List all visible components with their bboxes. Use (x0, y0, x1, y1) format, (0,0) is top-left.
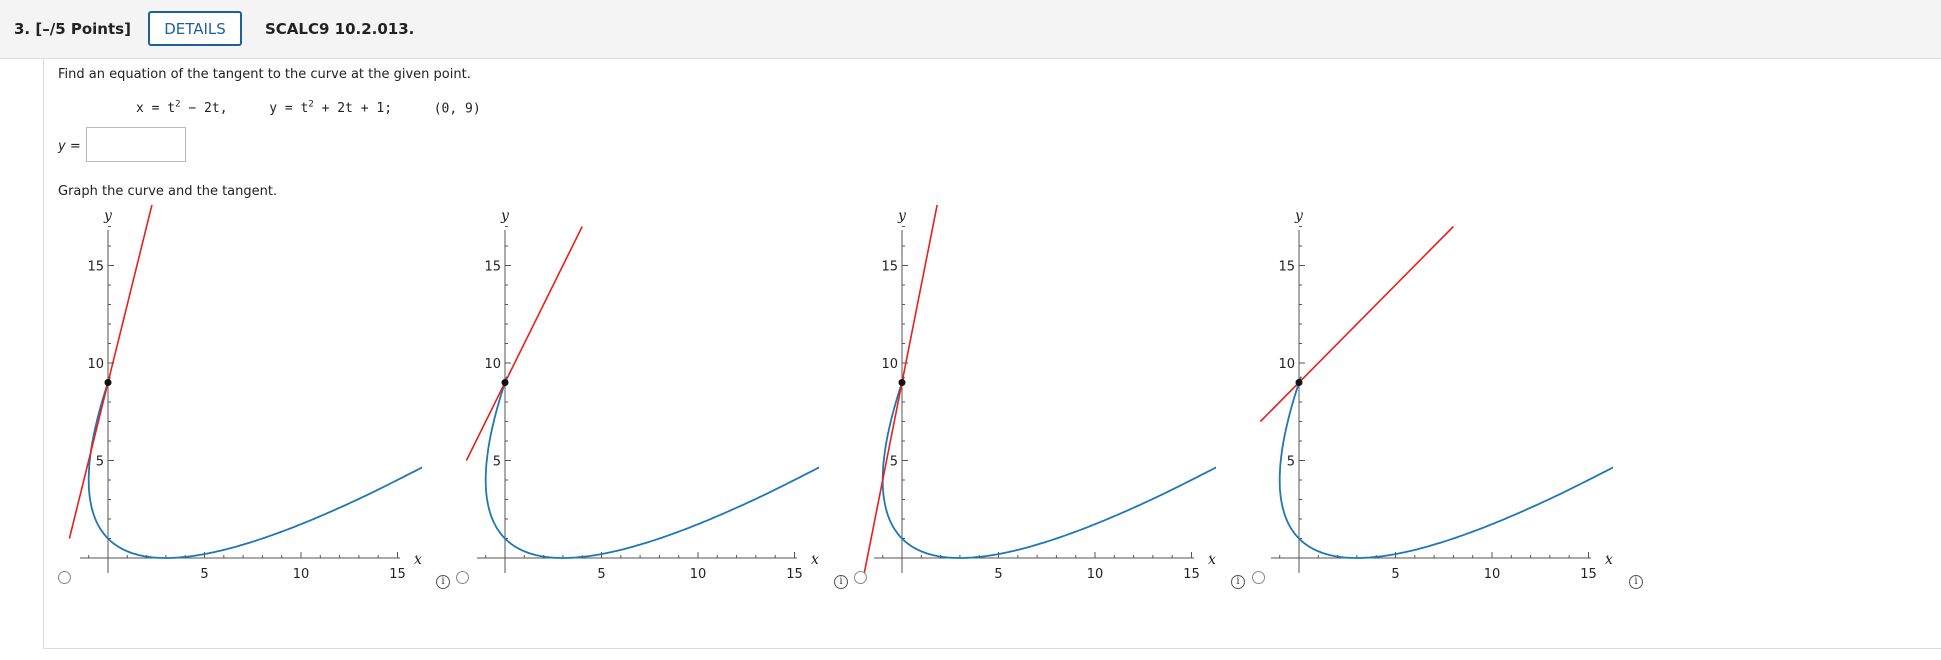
y-tick-label: 5 (96, 455, 104, 470)
y-axis-label: y (103, 208, 113, 224)
x-tick-label: 15 (1580, 567, 1597, 582)
y-tick-label: 15 (881, 260, 898, 275)
curve-line (484, 245, 1182, 559)
tangent-line (1259, 225, 1454, 423)
y-tick-label: 15 (87, 260, 104, 275)
x-axis-label: x (414, 552, 422, 568)
point-marker (1295, 379, 1303, 386)
details-button[interactable]: DETAILS (148, 11, 242, 46)
x-tick-label: 5 (994, 567, 1002, 582)
graph-prompt: Graph the curve and the tangent. (58, 184, 278, 199)
x-tick-label: 15 (389, 567, 406, 582)
info-icon[interactable]: i (1231, 575, 1245, 589)
option-1-radio[interactable] (58, 571, 71, 584)
option-2-radio[interactable] (456, 571, 469, 584)
answer-input[interactable] (86, 127, 186, 162)
question-body (43, 58, 1941, 649)
y-tick-label: 15 (1278, 260, 1295, 275)
y-axis-label: y (1294, 208, 1304, 224)
x-tick-label: 10 (293, 567, 310, 582)
graph-option-3: 5 10 15 5 10 15 x y (844, 187, 1579, 585)
y-tick-label: 5 (493, 455, 501, 470)
point-marker (104, 379, 112, 386)
point-marker (501, 379, 509, 386)
info-icon[interactable]: i (436, 575, 450, 589)
y-tick-label: 10 (484, 357, 501, 372)
info-icon[interactable]: i (1629, 575, 1643, 589)
graph-option-4: 5 10 15 5 10 15 x y (1241, 205, 1941, 585)
x-tick-label: 15 (786, 567, 803, 582)
y-tick-label: 15 (484, 260, 501, 275)
curve-line (1278, 267, 1941, 559)
x-tick-label: 5 (1391, 567, 1399, 582)
tangent-line (465, 226, 583, 461)
x-tick-label: 10 (690, 567, 707, 582)
x-tick-label: 15 (1183, 567, 1200, 582)
x-axis-label: x (811, 552, 819, 568)
x-tick-label: 10 (1484, 567, 1501, 582)
y-tick-label: 10 (1278, 357, 1295, 372)
x-axis-label: x (1605, 552, 1613, 568)
y-axis-label: y (500, 208, 510, 224)
y-axis-label: y (897, 208, 907, 224)
info-icon[interactable]: i (834, 575, 848, 589)
x-equation: x = t2 − 2t, (136, 100, 228, 117)
parametric-equations: x = t2 − 2t, y = t2 + 2t + 1; (0, 9) (136, 100, 481, 116)
point-marker (898, 379, 906, 386)
question-header: 3. [–/5 Points] DETAILS SCALC9 10.2.013. (0, 0, 1941, 59)
given-point: (0, 9) (433, 101, 481, 117)
graph-1-svg: 5 10 15 5 10 15 x y (68, 187, 785, 582)
graph-3-svg: 5 10 15 5 10 15 x y (862, 187, 1579, 582)
y-tick-label: 5 (890, 455, 898, 470)
option-4-radio[interactable] (1252, 571, 1265, 584)
graph-2-svg: 5 10 15 5 10 15 x y (465, 208, 1182, 582)
curve-line (881, 245, 1579, 559)
y-equation: y = t2 + 2t + 1; (269, 100, 393, 117)
y-tick-label: 10 (881, 357, 898, 372)
x-tick-label: 5 (200, 567, 208, 582)
tangent-line (68, 187, 158, 539)
graph-4-svg: 5 10 15 5 10 15 x y (1259, 208, 1941, 582)
graph-option-2: 5 10 15 5 10 15 x y (447, 205, 1182, 585)
option-3-radio[interactable] (854, 571, 867, 584)
x-tick-label: 5 (597, 567, 605, 582)
y-tick-label: 10 (87, 357, 104, 372)
question-code: SCALC9 10.2.013. (265, 20, 415, 38)
answer-label: y = (58, 139, 81, 154)
question-number: 3. [–/5 Points] (14, 20, 131, 38)
graph-option-1: 5 10 15 5 10 15 x y (50, 187, 785, 585)
y-tick-label: 5 (1287, 455, 1295, 470)
curve-line (87, 245, 785, 559)
question-prompt: Find an equation of the tangent to the c… (58, 67, 471, 82)
x-axis-label: x (1208, 552, 1216, 568)
x-tick-label: 10 (1087, 567, 1104, 582)
